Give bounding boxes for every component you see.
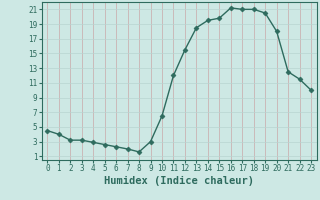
X-axis label: Humidex (Indice chaleur): Humidex (Indice chaleur): [104, 176, 254, 186]
